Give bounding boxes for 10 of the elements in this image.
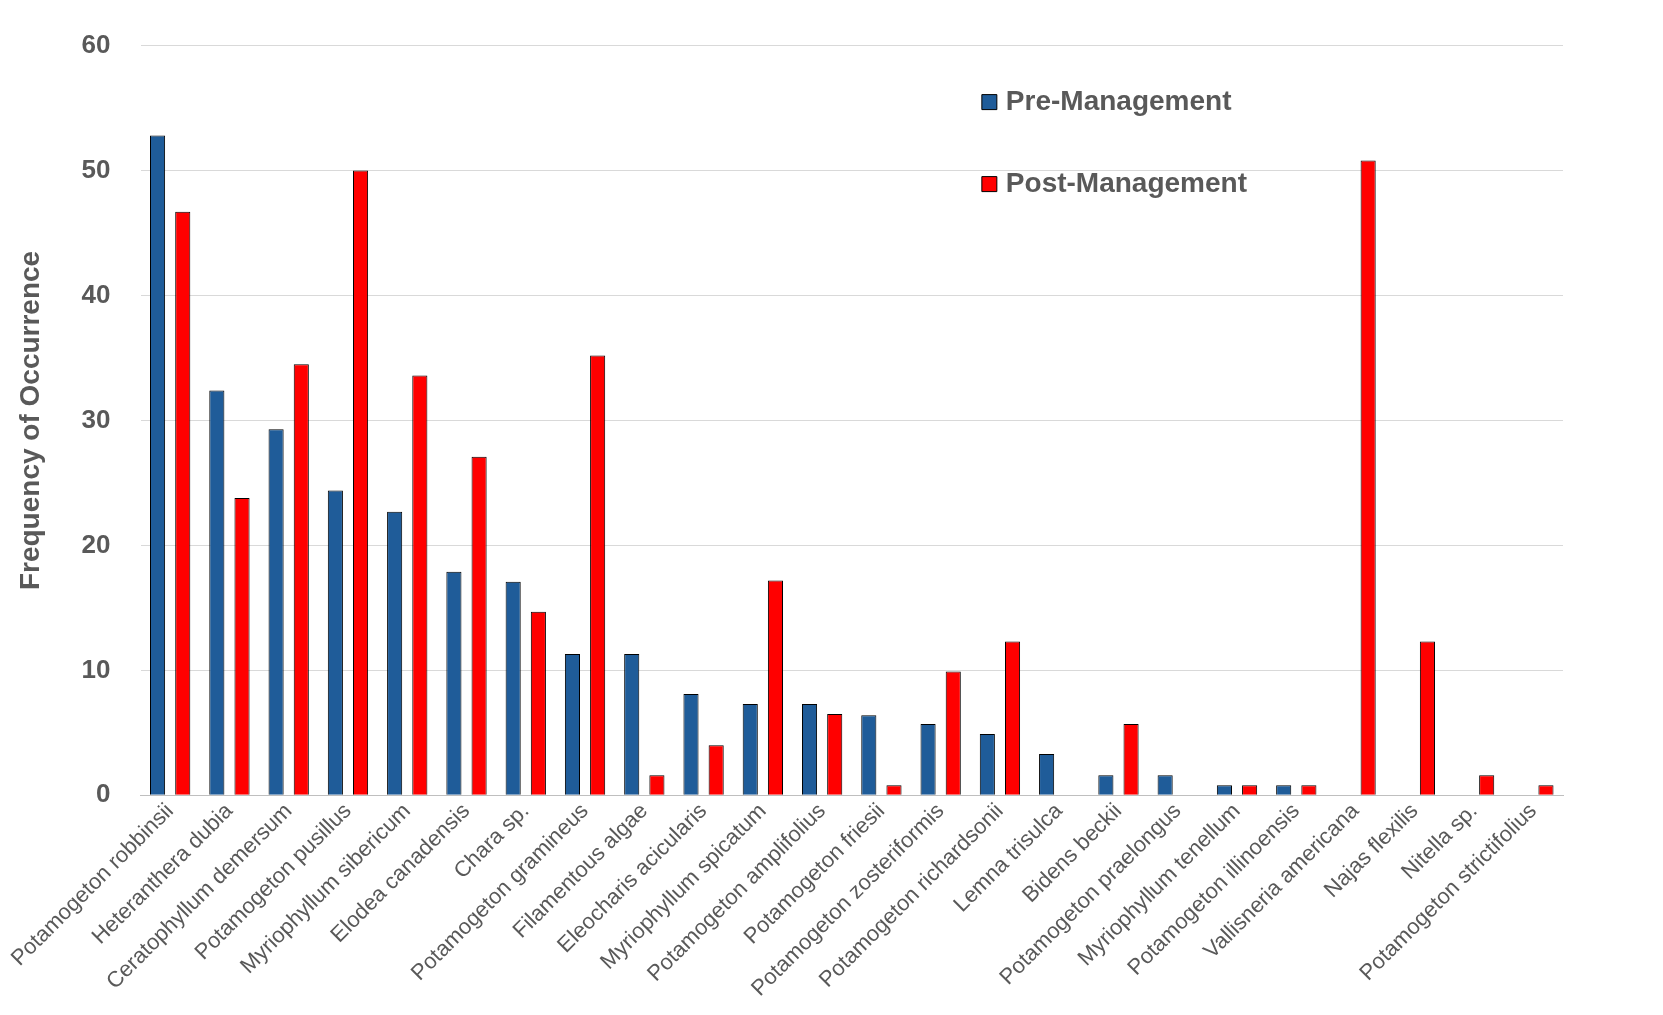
- y-tick-label: 20: [81, 528, 111, 559]
- y-tick-label: 0: [96, 778, 111, 809]
- y-tick-label: 60: [81, 28, 111, 59]
- y-tick-label: 50: [81, 153, 111, 184]
- legend-label: Pre-Management: [1005, 85, 1232, 117]
- legend-label: Post-Management: [1005, 167, 1248, 199]
- y-tick-label: 40: [81, 278, 111, 309]
- y-axis-title: Frequency of Occurrence: [13, 250, 45, 591]
- y-tick-label: 10: [81, 653, 111, 684]
- y-tick-label: 30: [81, 403, 111, 434]
